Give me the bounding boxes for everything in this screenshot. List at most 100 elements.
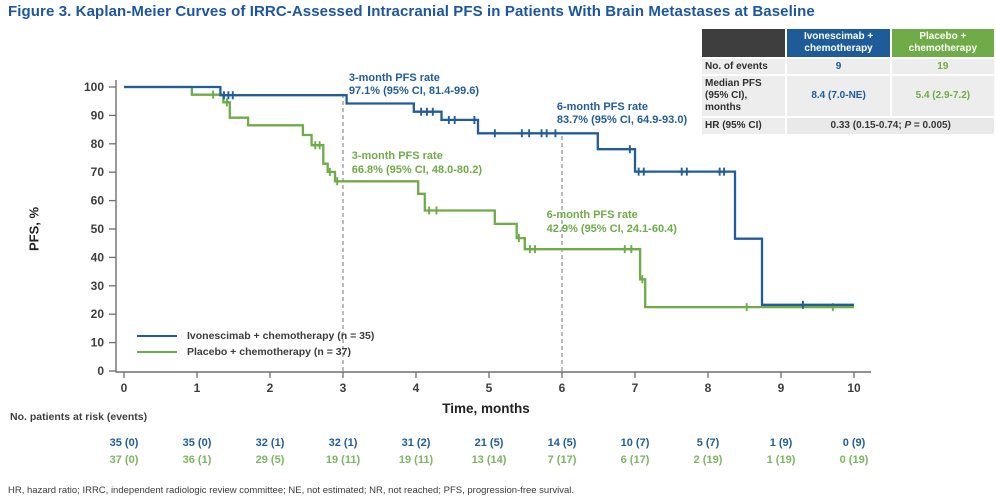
legend-swatch-placebo [137,351,177,353]
hr-value-post: = 0.005) [911,119,951,131]
summary-median-ivonescimab: 8.4 (7.0-NE) [787,76,890,116]
risk-value-ivonescimab-m7: 10 (7) [620,437,650,449]
censor-mark [531,245,539,254]
y-tick-label: 90 [91,108,105,122]
censor-mark [515,234,523,243]
censor-mark [333,177,341,186]
km-curve-ivonescimab [124,85,854,306]
censor-mark [471,115,478,124]
risk-value-ivonescimab-m10: 0 (9) [842,437,866,449]
y-tick-label: 70 [91,165,105,179]
risk-value-placebo-m10: 0 (19) [839,454,869,466]
censor-mark [429,107,436,116]
censor-mark [451,115,458,124]
risk-value-placebo-m4: 19 (11) [398,454,434,466]
summary-row-events: No. of events 9 19 [702,58,994,75]
censor-mark [720,167,728,176]
censor-mark [621,245,628,254]
annotation-line1: 6-month PFS rate [546,209,638,222]
summary-corner-cell [702,29,786,57]
x-tick-label: 3 [340,381,347,395]
annotation-ivo-3month: 3-month PFS rate 97.1% (95% CI, 81.4-99.6… [349,72,479,99]
annotation-pbo-6month: 6-month PFS rate 42.9% (95% CI, 24.1-60.4… [547,209,677,236]
censor-mark [223,98,231,107]
summary-median-placebo: 5.4 (2.9-7.2) [891,76,994,116]
y-tick-label: 0 [97,364,104,378]
x-tick-label: 0 [121,381,128,395]
risk-value-placebo-m2: 29 (5) [255,454,285,466]
censor-mark [640,167,647,176]
risk-value-ivonescimab-m3: 32 (1) [328,437,358,449]
censor-mark [316,141,323,150]
y-tick-label: 40 [91,250,105,264]
summary-hr-value: 0.33 (0.15-0.74; P = 0.005) [787,117,994,134]
annotation-line2: 83.7% (95% CI, 64.9-93.0) [556,114,688,127]
summary-header-ivonescimab: Ivonescimab + chemotherapy [787,29,890,57]
risk-value-ivonescimab-m9: 1 (9) [769,437,793,449]
legend: Ivonescimab + chemotherapy (n = 35) Plac… [137,328,374,360]
risk-value-ivonescimab-m6: 14 (5) [547,437,577,449]
censor-mark [639,275,646,284]
x-axis-label: Time, months [442,401,530,416]
censor-mark [445,115,453,124]
annotation-line1: 3-month PFS rate [348,71,440,84]
censor-mark [525,129,533,138]
legend-label-placebo: Placebo + chemotherapy (n = 37) [187,346,351,358]
summary-label-median-line1: Median PFS [705,78,762,90]
censor-mark [628,245,635,254]
censor-mark [425,206,433,215]
legend-item-placebo: Placebo + chemotherapy (n = 37) [137,344,374,360]
censor-mark [491,129,499,138]
censor-mark [423,107,431,116]
summary-header-row: Ivonescimab + chemotherapy Placebo + che… [702,29,994,57]
censor-mark [799,300,807,309]
risk-value-placebo-m5: 13 (14) [471,454,507,466]
censor-mark [626,145,634,154]
censor-mark [683,167,691,176]
y-tick-label: 100 [84,80,104,94]
risk-value-placebo-m9: 1 (19) [766,454,796,466]
summary-label-median-line2: (95% CI), months [705,90,748,113]
hr-value-pre: 0.33 (0.15-0.74; [830,119,905,131]
x-tick-label: 1 [194,381,201,395]
x-tick-label: 4 [413,381,420,395]
censor-mark [552,129,559,138]
y-tick-label: 80 [91,137,105,151]
y-tick-label: 20 [91,307,105,321]
annotation-line2: 42.9% (95% CI, 24.1-60.4) [546,222,677,235]
risk-value-placebo-m0: 37 (0) [109,454,139,466]
risk-value-placebo-m6: 7 (17) [547,454,577,466]
annotation-line1: 6-month PFS rate [556,100,648,113]
y-tick-label: 60 [91,194,105,208]
risk-value-placebo-m7: 6 (17) [620,454,650,466]
annotation-pbo-3month: 3-month PFS rate 66.8% (95% CI, 48.0-80.2… [352,150,482,177]
risk-value-ivonescimab-m1: 35 (0) [182,437,212,449]
risk-value-placebo-m3: 19 (11) [325,454,361,466]
censor-mark [433,206,440,215]
summary-label-hr: HR (95% CI) [702,117,786,134]
summary-events-ivonescimab: 9 [787,58,890,75]
x-tick-label: 7 [632,381,639,395]
summary-header-placebo: Placebo + chemotherapy [891,29,994,57]
hr-value-p: P [904,119,912,131]
km-curve-placebo [124,85,854,309]
annotation-line1: 3-month PFS rate [351,150,443,163]
censor-mark [743,303,750,312]
censor-mark [326,167,334,176]
risk-value-ivonescimab-m8: 5 (7) [696,437,720,449]
risk-value-ivonescimab-m0: 35 (0) [109,437,139,449]
censor-mark [229,91,236,100]
summary-label-median: Median PFS (95% CI), months [702,76,786,116]
censor-mark [417,107,425,116]
footnote: HR, hazard ratio; IRRC, independent radi… [8,485,575,496]
summary-events-placebo: 19 [891,58,994,75]
annotation-ivo-6month: 6-month PFS rate 83.7% (95% CI, 64.9-93.0… [557,101,687,128]
legend-swatch-ivonescimab [137,335,177,337]
annotation-line2: 97.1% (95% CI, 81.4-99.6) [348,85,480,98]
legend-item-ivonescimab: Ivonescimab + chemotherapy (n = 35) [137,328,374,344]
x-tick-label: 9 [778,381,785,395]
x-tick-label: 6 [559,381,566,395]
censor-mark [518,129,526,138]
